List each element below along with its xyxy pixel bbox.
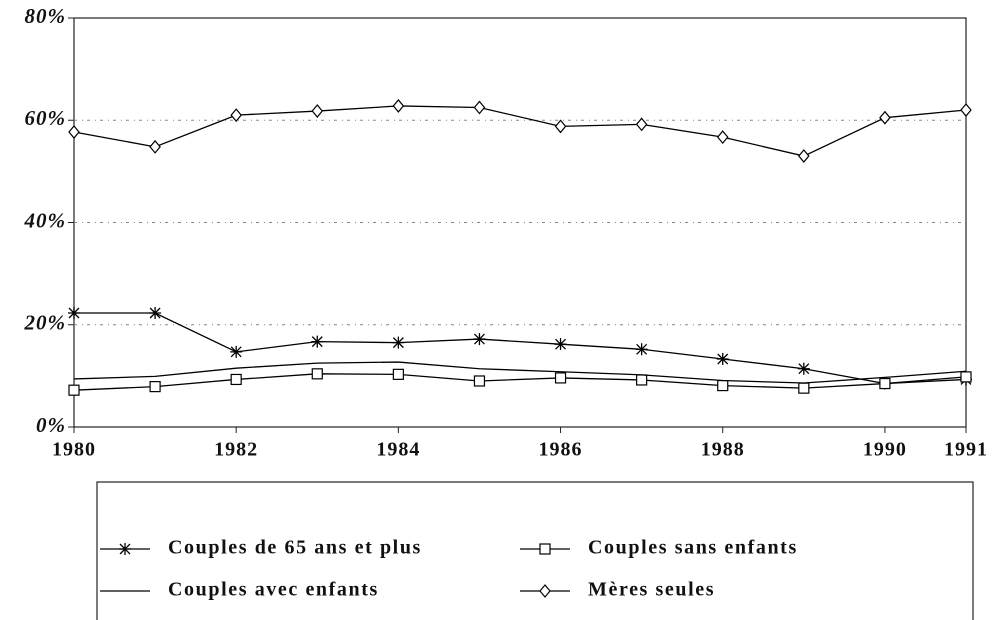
marker [716, 353, 729, 366]
x-tick-label: 1980 [52, 439, 96, 461]
legend-item: Couples sans enfants [520, 537, 798, 559]
x-tick-label: 1986 [539, 439, 583, 461]
marker [473, 100, 486, 115]
y-tick-label: 60% [25, 106, 67, 130]
marker [311, 104, 324, 118]
marker [717, 379, 729, 392]
marker [230, 108, 242, 123]
legend-marker [119, 543, 131, 555]
y-tick-label: 80% [25, 4, 67, 28]
marker [798, 382, 810, 394]
series-line [74, 312, 967, 385]
y-tick-label: 20% [24, 311, 67, 335]
marker [149, 306, 162, 319]
marker [311, 335, 324, 348]
marker [149, 139, 161, 154]
legend-label: Couples de 65 ans et plus [168, 537, 422, 559]
legend-item: Mères seules [520, 579, 715, 601]
marker [392, 368, 404, 380]
legend-label: Mères seules [588, 579, 715, 601]
marker [68, 125, 80, 139]
legend-marker [539, 543, 551, 555]
marker [879, 377, 891, 390]
marker [230, 373, 242, 386]
marker [798, 149, 810, 163]
legend-label: Couples avec enfants [168, 579, 379, 601]
marker [392, 336, 405, 349]
series-line [73, 105, 967, 157]
marker [879, 110, 891, 125]
plot-frame [73, 17, 967, 428]
y-tick-label: 40% [24, 208, 67, 232]
marker [797, 362, 810, 375]
marker [230, 345, 243, 358]
series-line [73, 361, 967, 384]
marker [149, 381, 161, 393]
marker [473, 333, 486, 346]
x-tick-label: 1990 [863, 439, 907, 461]
marker [960, 371, 972, 383]
legend-item: Couples avec enfants [100, 579, 379, 601]
marker [392, 98, 405, 113]
marker [554, 119, 567, 134]
x-tick-label: 1982 [214, 439, 258, 461]
marker [68, 306, 80, 319]
legend-item: Couples de 65 ans et plus [100, 537, 422, 559]
y-tick-label: 0% [36, 413, 66, 437]
legend-label: Couples sans enfants [588, 537, 798, 559]
marker [635, 117, 648, 132]
legend-marker [539, 584, 551, 598]
marker [960, 103, 972, 117]
marker [473, 375, 486, 387]
marker [635, 343, 648, 356]
marker [716, 130, 729, 145]
legend-frame [96, 481, 974, 620]
marker [554, 338, 567, 351]
x-tick-label: 1988 [701, 439, 745, 461]
marker [68, 384, 80, 396]
series-line [73, 373, 967, 391]
x-tick-label: 1991 [944, 439, 988, 461]
marker [636, 374, 648, 386]
x-tick-label: 1984 [376, 439, 420, 461]
marker [554, 372, 567, 384]
marker [311, 368, 323, 380]
